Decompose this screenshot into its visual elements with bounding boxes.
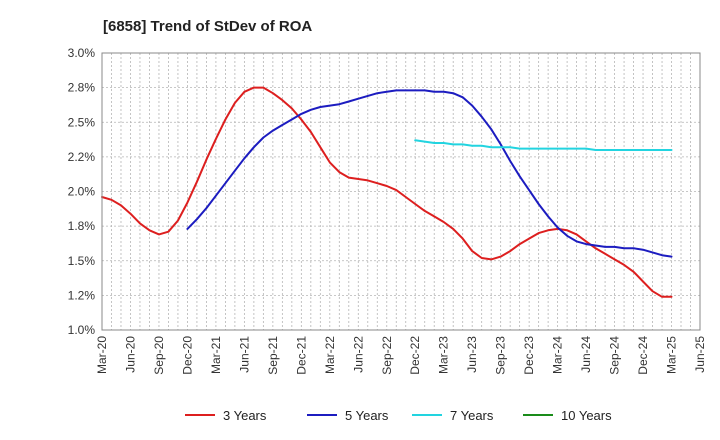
y-tick-label: 1.0% <box>68 323 96 337</box>
x-tick-label: Sep-20 <box>152 336 166 375</box>
x-tick-label: Sep-23 <box>494 336 508 375</box>
x-tick-label: Dec-23 <box>522 336 536 375</box>
x-tick-label: Jun-24 <box>579 336 593 373</box>
y-tick-label: 1.2% <box>68 288 96 302</box>
legend-label: 7 Years <box>450 408 494 423</box>
y-tick-label: 2.8% <box>68 81 96 95</box>
x-tick-label: Jun-20 <box>123 336 137 373</box>
legend-label: 5 Years <box>345 408 389 423</box>
x-tick-label: Jun-21 <box>237 336 251 373</box>
x-tick-label: Dec-21 <box>294 336 308 375</box>
x-tick-label: Jun-25 <box>693 336 707 373</box>
x-tick-label: Mar-22 <box>323 336 337 374</box>
y-tick-label: 2.2% <box>68 150 96 164</box>
plot-area <box>102 53 700 330</box>
x-tick-label: Mar-20 <box>95 336 109 374</box>
plot-border <box>101 52 701 331</box>
x-tick-label: Jun-23 <box>465 336 479 373</box>
y-tick-label: 2.5% <box>68 115 96 129</box>
legend: 3 Years 5 Years 7 Years 10 Years <box>185 408 612 423</box>
y-tick-label: 1.8% <box>68 219 96 233</box>
x-tick-label: Mar-21 <box>209 336 223 374</box>
series-line-3 <box>414 139 673 151</box>
series-lines <box>101 86 673 298</box>
x-tick-label: Sep-22 <box>380 336 394 375</box>
x-tick-label: Jun-22 <box>351 336 365 373</box>
x-tick-label: Mar-24 <box>551 336 565 374</box>
x-tick-label: Dec-20 <box>180 336 194 375</box>
x-tick-label: Mar-23 <box>437 336 451 374</box>
x-tick-label: Dec-24 <box>636 336 650 375</box>
y-tick-label: 1.5% <box>68 254 96 268</box>
y-axis: 1.0% 1.2% 1.5% 1.8% 2.0% 2.2% 2.5% 2.8% 3.0% <box>68 46 96 337</box>
x-tick-label: Mar-25 <box>665 336 679 374</box>
series-line-2 <box>186 89 673 258</box>
legend-label: 10 Years <box>561 408 612 423</box>
chart-title: [6858] Trend of StDev of ROA <box>103 18 312 35</box>
legend-label: 3 Years <box>223 408 267 423</box>
series-line-1 <box>101 86 673 298</box>
y-tick-label: 3.0% <box>68 46 96 60</box>
x-tick-label: Sep-24 <box>608 336 622 375</box>
x-axis: Mar-20 Jun-20 Sep-20 Dec-20 Mar-21 Jun-21 Sep-… <box>95 336 707 375</box>
y-tick-label: 2.0% <box>68 185 96 199</box>
x-tick-label: Sep-21 <box>266 336 280 375</box>
x-tick-label: Dec-22 <box>408 336 422 375</box>
